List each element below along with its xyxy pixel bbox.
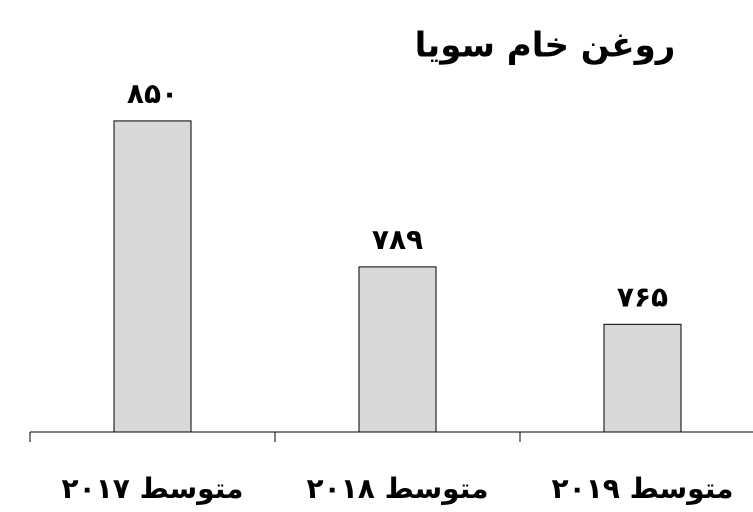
x-tick-label: متوسط ۲۰۱۷ xyxy=(62,472,244,505)
value-label: ۷۶۵ xyxy=(617,280,668,313)
value-label: ۷۸۹ xyxy=(372,223,423,256)
bar xyxy=(358,266,437,433)
bar xyxy=(603,323,682,433)
value-label: ۸۵۰ xyxy=(127,77,178,110)
chart-title: روغن خام سویا xyxy=(415,26,676,66)
x-tick-label: متوسط ۲۰۱۸ xyxy=(307,472,489,505)
bar xyxy=(113,120,192,433)
x-tick-label: متوسط ۲۰۱۹ xyxy=(552,472,734,505)
